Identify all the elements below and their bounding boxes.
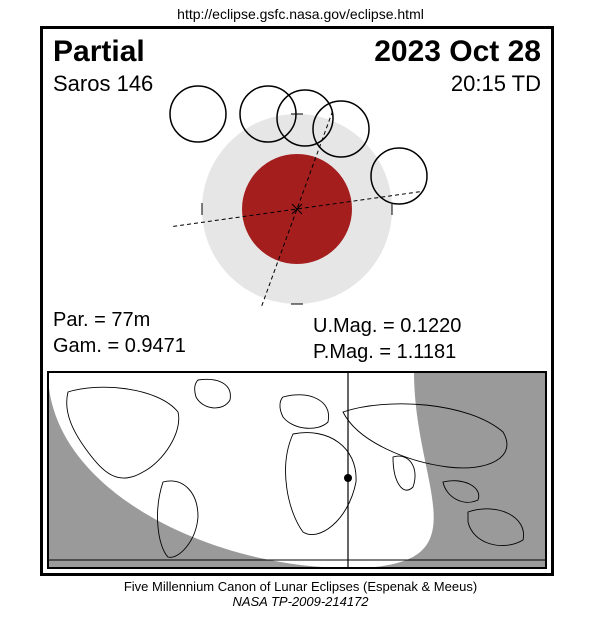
- footer-credit: Five Millennium Canon of Lunar Eclipses …: [0, 579, 601, 594]
- visibility-map-svg: [48, 372, 546, 568]
- shadow-diagram-svg: [43, 64, 551, 334]
- main-frame: Partial 2023 Oct 28 Saros 146 20:15 TD P…: [40, 26, 554, 576]
- gamma-value: Gam. = 0.9471: [53, 335, 186, 358]
- eclipse-figure: http://eclipse.gsfc.nasa.gov/eclipse.htm…: [0, 0, 601, 640]
- penumbral-magnitude: P.Mag. = 1.1181: [313, 341, 456, 364]
- source-url: http://eclipse.gsfc.nasa.gov/eclipse.htm…: [0, 0, 601, 26]
- partial-duration: Par. = 77m: [53, 309, 150, 332]
- shadow-diagram: [43, 64, 551, 334]
- visibility-map: [47, 371, 547, 569]
- umbral-magnitude: U.Mag. = 0.1220: [313, 315, 461, 338]
- footer-publication: NASA TP-2009-214172: [0, 594, 601, 609]
- footer: Five Millennium Canon of Lunar Eclipses …: [0, 579, 601, 609]
